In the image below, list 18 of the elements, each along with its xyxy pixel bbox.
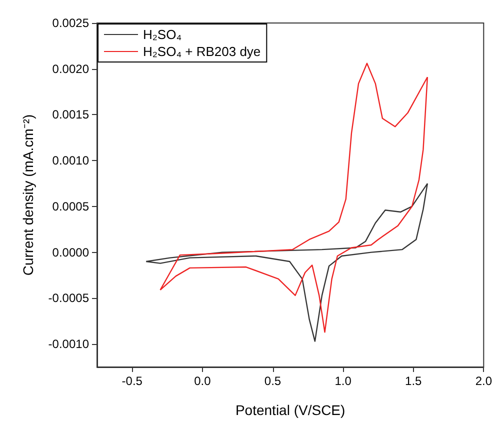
y-tick-label: 0.0015 — [52, 108, 90, 122]
x-tick-label: 1.0 — [334, 374, 352, 388]
y-tick-label: 0.0020 — [52, 62, 90, 76]
y-tick-label: 0.0000 — [52, 245, 90, 260]
x-tick-label: -0.5 — [122, 374, 143, 388]
y-tick-label: 0.0025 — [52, 16, 90, 30]
x-tick-label: 1.5 — [405, 374, 422, 388]
y-tick-label: -0.0005 — [48, 291, 90, 306]
x-axis-title: Potential (V/SCE) — [235, 402, 346, 418]
y-tick-label: -0.0010 — [48, 337, 90, 352]
x-tick-label: 0.0 — [194, 374, 212, 388]
y-axis-title: Current density (mA.cm⁻²) — [20, 114, 36, 276]
y-tick-label: 0.0010 — [52, 154, 90, 168]
legend-label: H₂SO₄ + RB203 dye — [143, 44, 261, 59]
legend-label: H₂SO₄ — [143, 27, 182, 42]
y-tick-label: 0.0005 — [52, 199, 90, 214]
x-tick-label: 0.5 — [264, 374, 282, 388]
x-tick-label: 2.0 — [475, 374, 492, 388]
